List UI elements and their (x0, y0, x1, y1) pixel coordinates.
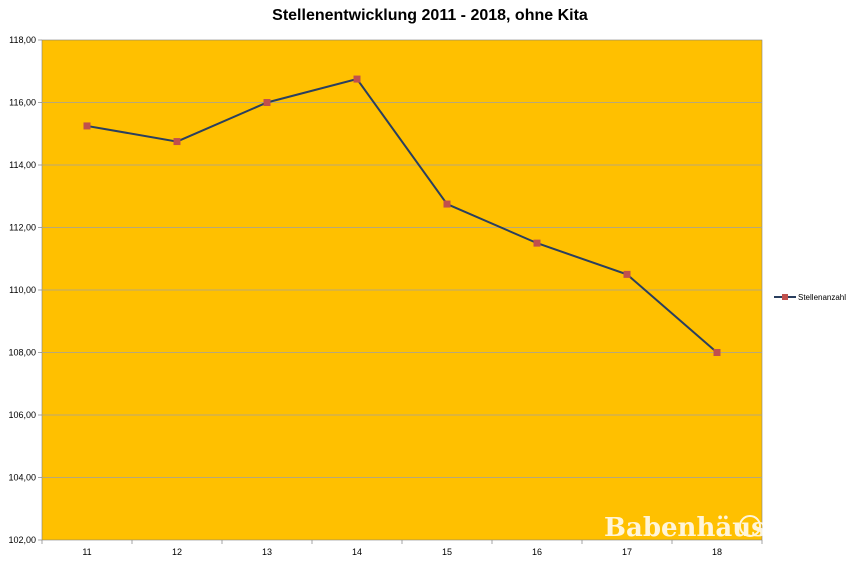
y-tick-label: 102,00 (8, 535, 36, 545)
legend: Stellenanzahl (774, 293, 846, 302)
y-tick-label: 110,00 (9, 285, 36, 295)
x-tick-label: 15 (442, 547, 452, 557)
series-line (86, 77, 718, 354)
x-tick-label: 17 (622, 547, 632, 557)
legend-marker (782, 294, 788, 300)
y-tick-label: 112,00 (9, 223, 36, 233)
data-point (443, 200, 451, 208)
x-tick-label: 11 (82, 547, 91, 557)
x-tick-label: 18 (712, 547, 722, 557)
legend-label: Stellenanzahl (798, 293, 846, 302)
y-tick-label: 108,00 (8, 348, 36, 358)
axes: 102,00 104,00 106,00 108,00 110,00 112,00 114,… (8, 35, 763, 557)
data-point (623, 270, 631, 278)
y-tick-label: 104,00 (8, 473, 36, 483)
watermark-logo: Babenhäuser (604, 513, 796, 543)
y-tick-label: 114,00 (9, 160, 36, 170)
x-tick-label: 13 (262, 547, 272, 557)
data-point (263, 99, 271, 106)
data-point (353, 75, 361, 83)
x-tick-label: 14 (352, 547, 362, 557)
data-point (173, 138, 181, 146)
watermark-seal-icon (739, 515, 761, 537)
data-point (83, 122, 91, 130)
grid-lines (42, 102, 762, 478)
y-tick-label: 106,00 (8, 410, 36, 420)
y-tick-label: 118,00 (9, 35, 36, 45)
x-tick-label: 12 (172, 547, 182, 557)
watermark-text: Babenhäuser (604, 513, 796, 543)
data-point (713, 349, 721, 356)
y-tick-label: 116,00 (9, 98, 36, 108)
series-layer (83, 75, 721, 356)
x-tick-label: 16 (532, 547, 542, 557)
data-point (533, 239, 541, 247)
chart-title: Stellenentwicklung 2011 - 2018, ohne Kit… (272, 7, 588, 24)
